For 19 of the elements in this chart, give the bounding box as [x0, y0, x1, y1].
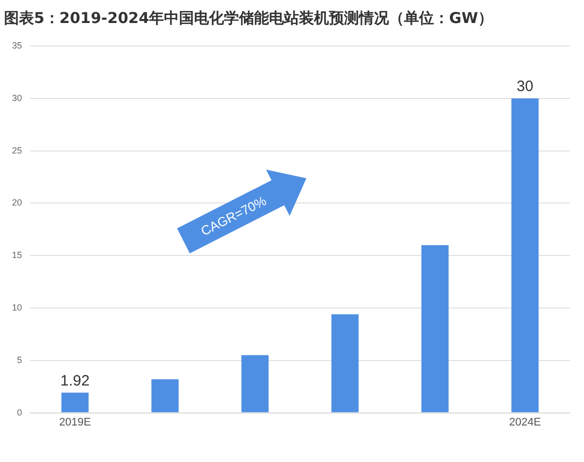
bar	[61, 392, 89, 412]
y-tick-label: 5	[16, 354, 22, 365]
data-label: 30	[516, 78, 534, 96]
bar	[511, 98, 539, 412]
bar	[151, 379, 179, 412]
y-tick-label: 0	[16, 407, 22, 418]
x-tick-label: 2019E	[59, 416, 91, 428]
y-tick-label: 30	[12, 92, 22, 103]
y-tick-label: 10	[12, 302, 22, 312]
y-tick-label: 15	[12, 250, 22, 260]
data-label: 1.92	[60, 372, 90, 390]
bar	[421, 245, 449, 412]
bar	[331, 314, 359, 412]
x-tick-label: 2024E	[509, 416, 541, 428]
bar	[241, 355, 269, 412]
chart-title: 图表5：2019-2024年中国电化学储能电站装机预测情况（单位：GW）	[4, 8, 494, 27]
y-tick-label: 25	[12, 145, 22, 156]
y-tick-label: 35	[12, 40, 22, 50]
y-tick-label: 20	[12, 198, 22, 208]
